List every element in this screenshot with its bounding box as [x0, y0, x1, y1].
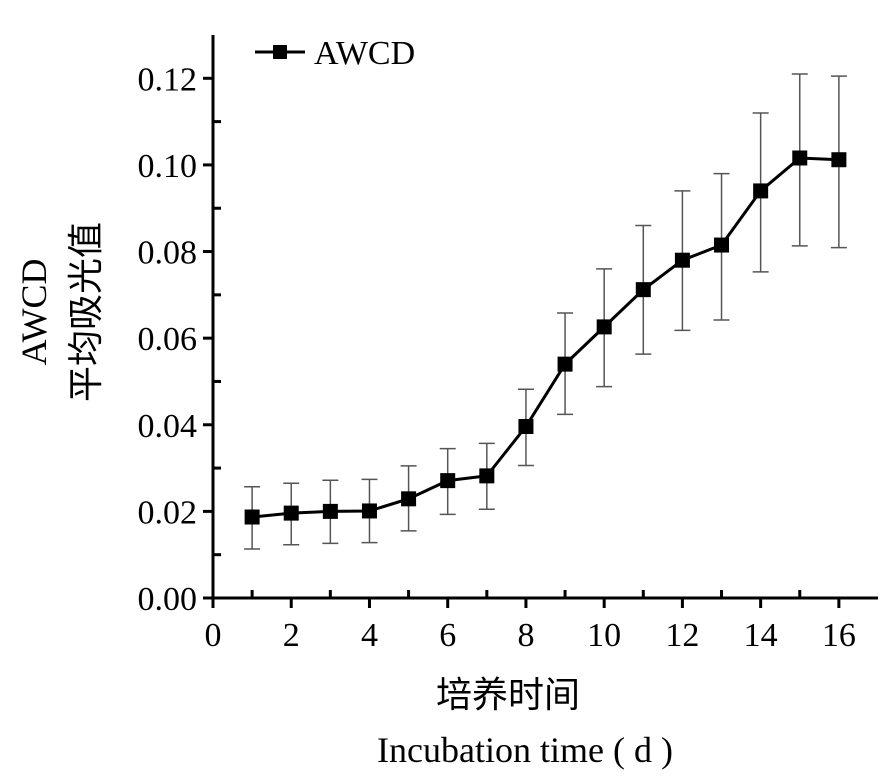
data-point: [714, 237, 730, 253]
y-axis-title-en: AWCD: [14, 258, 54, 365]
y-tick-label: 0.06: [138, 321, 198, 358]
y-tick-label: 0.10: [138, 148, 198, 185]
y-tick-label: 0.04: [138, 408, 198, 445]
axes: [211, 35, 878, 600]
data-point: [401, 491, 417, 507]
x-tick-label: 0: [205, 617, 222, 654]
legend-marker: [273, 45, 287, 59]
x-tick-label: 14: [744, 617, 778, 654]
data-point: [361, 503, 377, 519]
y-axis-title-cn: 平均吸光值: [66, 222, 106, 402]
x-tick-label: 8: [517, 617, 534, 654]
legend-label-awcd: AWCD: [314, 35, 415, 72]
x-tick-label: 10: [587, 617, 621, 654]
x-tick-label: 6: [439, 617, 456, 654]
data-point: [753, 183, 769, 199]
data-point: [674, 252, 690, 268]
data-point: [244, 509, 260, 525]
legend: AWCD: [255, 35, 415, 72]
data-point: [518, 419, 534, 435]
data-point: [283, 505, 299, 521]
series-line-awcd: [251, 156, 839, 519]
data-point: [557, 356, 573, 372]
data-point: [635, 282, 651, 298]
y-tick-label: 0.00: [138, 581, 198, 618]
y-axis-ticks: 0.00 0.02 0.04 0.06 0.08 0.10 0.12: [138, 61, 221, 618]
data-point: [792, 150, 808, 166]
data-point: [596, 319, 612, 335]
series-line-group: [251, 156, 839, 519]
error-bars: [244, 73, 847, 550]
y-tick-label: 0.02: [138, 494, 198, 531]
x-tick-label: 12: [665, 617, 699, 654]
x-tick-label: 16: [822, 617, 856, 654]
x-tick-label: 2: [283, 617, 300, 654]
x-tick-label: 4: [361, 617, 378, 654]
data-point: [322, 503, 338, 519]
x-axis-ticks: 0 2 4 6 8 10 12 14 16: [205, 590, 856, 654]
series-markers: [244, 150, 847, 525]
y-tick-label: 0.12: [138, 61, 198, 98]
data-point: [831, 152, 847, 168]
data-point: [440, 473, 456, 489]
y-tick-label: 0.08: [138, 235, 198, 272]
data-point: [479, 468, 495, 484]
x-axis-title-en: Incubation time ( d ): [377, 730, 673, 770]
x-axis-title-cn: 培养时间: [436, 675, 580, 715]
